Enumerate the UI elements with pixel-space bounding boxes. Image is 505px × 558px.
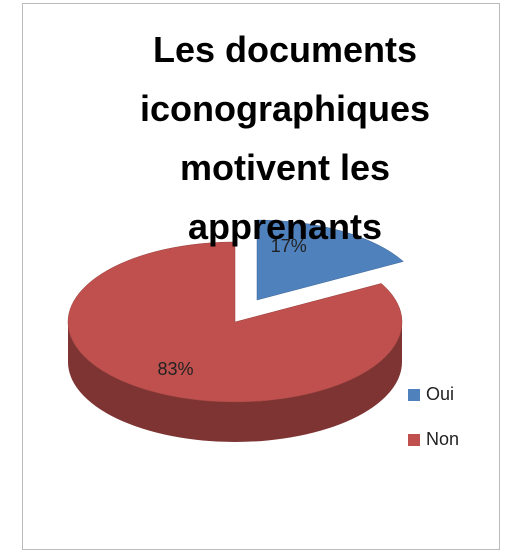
legend-swatch: [408, 434, 420, 446]
slice-side: [68, 322, 402, 442]
chart-title: Les documents iconographiques motivent l…: [139, 29, 431, 247]
data-label: 17%: [271, 236, 307, 256]
legend-swatch: [408, 389, 420, 401]
legend-label: Non: [426, 429, 459, 449]
data-label: 83%: [157, 359, 193, 379]
slice: [67, 241, 403, 403]
pie: 17% 83%: [67, 219, 404, 442]
slice: [256, 219, 404, 301]
legend-label: Oui: [426, 384, 454, 404]
